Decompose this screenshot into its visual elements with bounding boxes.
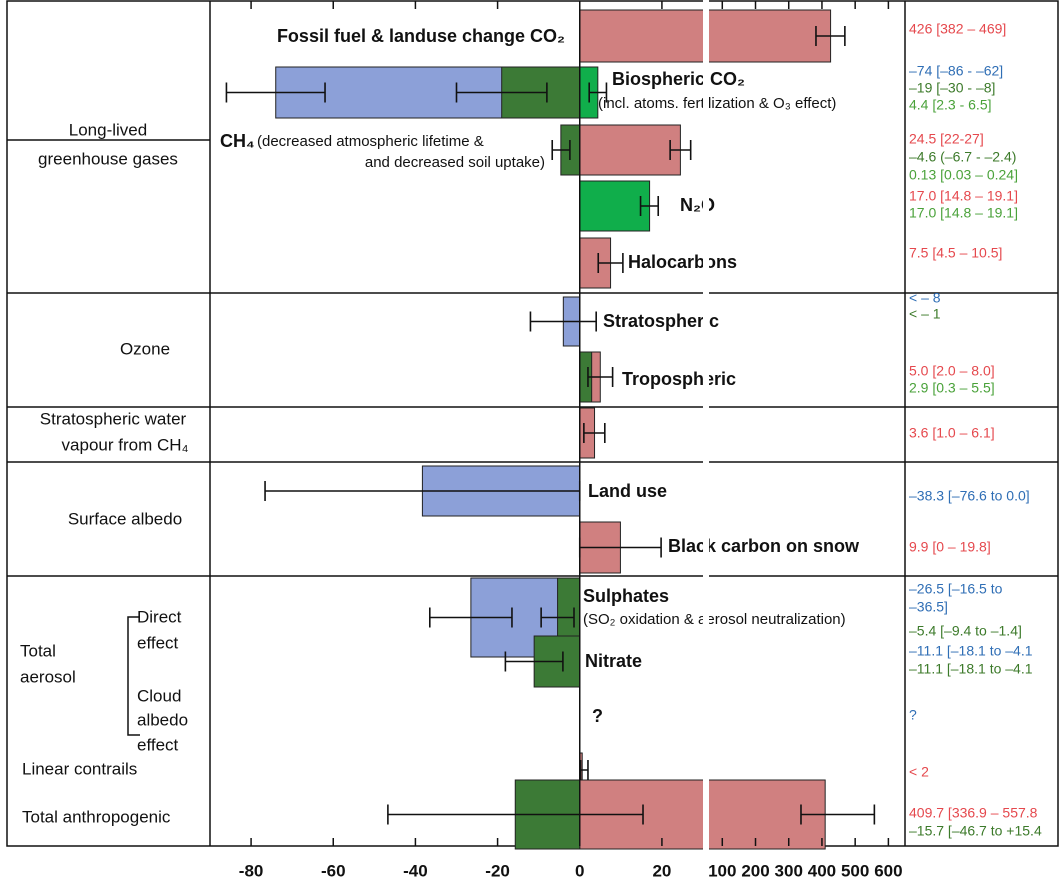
bar-label: and decreased soil uptake) bbox=[365, 154, 545, 171]
group-label: effect bbox=[137, 735, 179, 754]
bar-label: Halocarbons bbox=[628, 252, 737, 272]
value-label: –26.5 [–16.5 to bbox=[909, 581, 1003, 597]
x-tick-label: 500 bbox=[841, 861, 869, 880]
error-bar bbox=[551, 140, 571, 160]
group-label: vapour from CH₄ bbox=[62, 435, 189, 454]
bar-label: Nitrate bbox=[585, 651, 642, 671]
value-label: 4.4 [2.3 - 6.5] bbox=[909, 97, 992, 113]
x-tick-label: 600 bbox=[874, 861, 902, 880]
value-label: 17.0 [14.8 – 19.1] bbox=[909, 188, 1018, 204]
value-label: 5.0 [2.0 – 8.0] bbox=[909, 363, 995, 379]
value-label: –4.6 (–6.7 - –2.4) bbox=[909, 149, 1016, 165]
bar-label: (decreased atmospheric lifetime & bbox=[257, 133, 484, 150]
value-label: 409.7 [336.9 – 557.8 bbox=[909, 805, 1038, 821]
error-bar bbox=[225, 82, 326, 103]
value-label: < – 8 bbox=[909, 290, 941, 306]
error-bar bbox=[639, 196, 660, 216]
bar bbox=[579, 180, 651, 232]
group-label: Stratospheric water bbox=[40, 409, 187, 428]
bar-label: (incl. atoms. fertilization & O₃ effect) bbox=[598, 95, 836, 112]
error-bar bbox=[529, 311, 597, 332]
value-label: ? bbox=[909, 707, 917, 723]
error-bar bbox=[578, 537, 662, 558]
error-bar bbox=[815, 26, 846, 46]
bar-label: Fossil fuel & landuse change CO₂ bbox=[277, 26, 565, 46]
error-bar bbox=[597, 253, 624, 273]
value-label: 0.13 [0.03 – 0.24] bbox=[909, 167, 1018, 183]
group-label: Ozone bbox=[120, 339, 170, 358]
error-bar bbox=[583, 423, 606, 443]
group-label: aerosol bbox=[20, 667, 76, 686]
error-bar bbox=[455, 82, 548, 103]
x-tick-label: 400 bbox=[808, 861, 836, 880]
value-label: < – 1 bbox=[909, 306, 941, 322]
value-label: 24.5 [22-27] bbox=[909, 131, 984, 147]
group-label: Direct bbox=[137, 607, 182, 626]
value-label: 17.0 [14.8 – 19.1] bbox=[909, 205, 1018, 221]
value-label: 9.9 [0 – 19.8] bbox=[909, 539, 991, 555]
bar-label: Biospheric CO₂ bbox=[612, 69, 745, 89]
x-tick-label: 200 bbox=[741, 861, 769, 880]
value-label: < 2 bbox=[909, 764, 929, 780]
error-bar bbox=[579, 760, 589, 780]
value-label: –11.1 [–18.1 to –4.1 bbox=[909, 661, 1033, 677]
bar-label: Sulphates bbox=[583, 586, 669, 606]
value-label: –19 [–30 - –8] bbox=[909, 80, 995, 96]
value-label: –11.1 [–18.1 to –4.1 bbox=[909, 643, 1033, 659]
value-label: –74 [–86 - –62] bbox=[909, 63, 1003, 79]
value-label: 3.6 [1.0 – 6.1] bbox=[909, 425, 995, 441]
bar-label: (SO₂ oxidation & aerosol neutralization) bbox=[583, 611, 846, 628]
value-label: –5.4 [–9.4 to –1.4] bbox=[909, 623, 1022, 639]
x-tick-label: -60 bbox=[321, 861, 346, 880]
group-label: Linear contrails bbox=[22, 759, 137, 778]
bar-label: Tropospheric bbox=[622, 369, 736, 389]
x-tick-label: 0 bbox=[575, 861, 584, 880]
bar-label: ? bbox=[592, 706, 603, 726]
x-tick-label: -80 bbox=[239, 861, 264, 880]
value-label: –38.3 [–76.6 to 0.0] bbox=[909, 488, 1030, 504]
bar-label: Land use bbox=[588, 481, 667, 501]
group-label: albedo bbox=[137, 710, 188, 729]
error-bar bbox=[800, 804, 876, 825]
error-bar bbox=[540, 607, 575, 628]
error-bar bbox=[587, 367, 614, 387]
error-bar bbox=[428, 607, 513, 628]
error-bar bbox=[387, 804, 644, 825]
bar-label: Stratospheric bbox=[603, 311, 719, 331]
bar bbox=[579, 124, 681, 176]
x-tick-label: 100 bbox=[708, 861, 736, 880]
error-bar bbox=[504, 651, 564, 672]
axis-break bbox=[703, 0, 709, 850]
group-label: Total bbox=[20, 641, 56, 660]
value-label: 426 [382 – 469] bbox=[909, 21, 1006, 37]
x-tick-label: -40 bbox=[403, 861, 428, 880]
group-label: Cloud bbox=[137, 686, 181, 705]
x-tick-label: 20 bbox=[652, 861, 671, 880]
group-label: effect bbox=[137, 633, 179, 652]
x-tick-label: 300 bbox=[775, 861, 803, 880]
value-label: 7.5 [4.5 – 10.5] bbox=[909, 245, 1002, 261]
group-label: Long-lived bbox=[69, 120, 147, 139]
group-label: greenhouse gases bbox=[38, 149, 178, 168]
error-bar bbox=[264, 481, 581, 501]
value-label: –36.5] bbox=[909, 599, 948, 615]
bar-label: CH₄ bbox=[220, 131, 255, 151]
x-tick-label: -20 bbox=[485, 861, 510, 880]
error-bar bbox=[669, 140, 692, 160]
group-label: Total anthropogenic bbox=[22, 807, 171, 826]
value-label: –15.7 [–46.7 to +15.4 bbox=[909, 823, 1042, 839]
value-label: 2.9 [0.3 – 5.5] bbox=[909, 380, 995, 396]
error-bar bbox=[588, 82, 608, 103]
bar-label: Black carbon on snow bbox=[668, 536, 860, 556]
bar-label: N₂O bbox=[680, 195, 715, 215]
group-label: Surface albedo bbox=[68, 509, 182, 528]
